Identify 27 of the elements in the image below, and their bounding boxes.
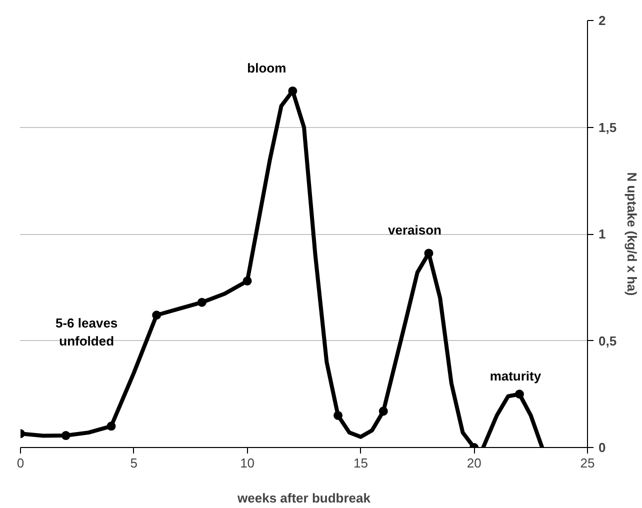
point [424,248,434,258]
point [378,406,388,416]
point [334,410,343,420]
x-tick-label: 10 [240,456,255,470]
annotation: veraison [388,222,442,238]
point [242,276,252,286]
x-tick-label: 15 [353,456,368,470]
x-tick-label: 0 [16,456,24,470]
y-axis-title: N uptake (kg/d x ha) [624,172,640,296]
point [197,298,206,307]
annotation: 5-6 leaves unfolded [56,316,118,349]
y-tick-label: 1 [598,226,606,242]
y-tick-label: 0,5 [598,333,617,348]
y-tick-label: 0 [598,440,606,455]
x-tick-label: 25 [580,456,595,470]
x-tick-label: 20 [466,456,482,470]
y-tick-label: 2 [598,13,606,28]
point [106,422,116,431]
point [288,86,298,96]
point [61,431,70,440]
y-tick-label: 1,5 [598,120,617,135]
point [514,390,524,399]
annotation: bloom [247,60,286,76]
point [152,310,162,320]
annotation: maturity [490,368,542,384]
x-axis-title: weeks after budbreak [236,490,372,506]
x-tick-label: 5 [130,456,138,470]
